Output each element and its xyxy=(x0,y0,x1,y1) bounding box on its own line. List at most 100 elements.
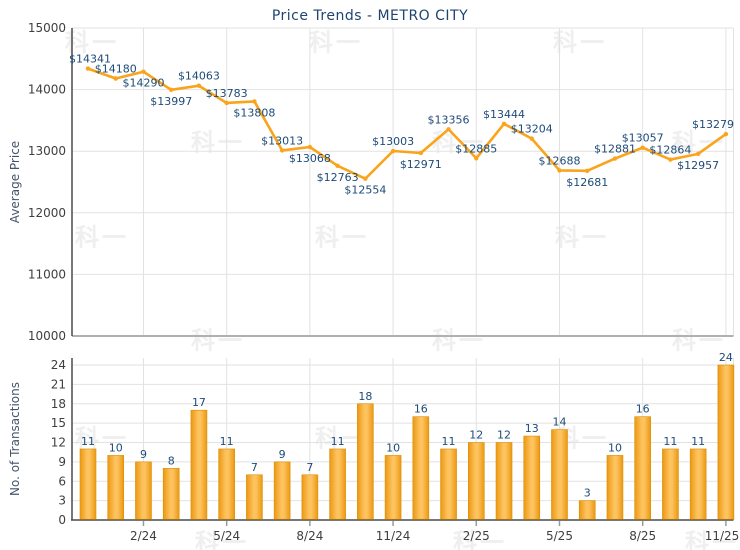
price-point xyxy=(141,69,146,74)
price-point-label: $12763 xyxy=(317,171,359,184)
price-point-label: $13356 xyxy=(428,113,470,126)
price-point xyxy=(85,66,91,71)
bar-value-label: 7 xyxy=(306,461,313,474)
bar-value-label: 10 xyxy=(386,441,400,454)
transaction-bar xyxy=(329,448,346,520)
x-tick-label: 2/24 xyxy=(130,529,157,543)
price-point-label: $13013 xyxy=(261,134,303,147)
price-point-label: $12554 xyxy=(344,184,386,197)
price-y-tick-label: 11000 xyxy=(28,267,66,281)
price-y-tick-label: 15000 xyxy=(28,21,66,35)
x-tick-label: 8/24 xyxy=(296,529,323,543)
price-point xyxy=(390,148,396,154)
price-point-label: $14290 xyxy=(122,77,164,90)
price-point-label: $12957 xyxy=(677,159,719,172)
transaction-bar xyxy=(523,435,541,520)
price-point-label: $12864 xyxy=(649,144,691,157)
price-point xyxy=(224,100,229,106)
price-point-label: $13997 xyxy=(150,95,192,108)
transaction-bar xyxy=(662,448,679,520)
bar-value-label: 11 xyxy=(81,435,95,448)
transaction-bar xyxy=(107,455,125,520)
transaction-bar xyxy=(273,461,291,520)
price-point-label: $13783 xyxy=(206,87,248,100)
transaction-bar xyxy=(495,442,513,520)
bar-value-label: 24 xyxy=(719,351,733,364)
chart-title: Price Trends - METRO CITY xyxy=(271,8,469,24)
price-point-label: $12681 xyxy=(566,176,608,189)
price-point xyxy=(169,87,174,92)
price-point xyxy=(474,156,479,161)
x-tick-label: 5/25 xyxy=(546,529,573,543)
price-point-label: $14063 xyxy=(178,70,220,83)
bar-value-label: 18 xyxy=(358,390,372,403)
x-tick-label: 5/24 xyxy=(213,529,240,543)
price-point xyxy=(335,163,340,168)
bar-value-label: 10 xyxy=(109,441,123,454)
transaction-bar xyxy=(135,461,152,520)
price-point-label: $13444 xyxy=(483,108,525,121)
txn-y-tick-label: 15 xyxy=(51,416,66,430)
bar-value-label: 11 xyxy=(220,435,234,448)
bar-value-label: 8 xyxy=(168,454,175,467)
price-point-label: $14180 xyxy=(95,63,137,76)
transaction-bar xyxy=(440,448,457,520)
price-point-label: $13204 xyxy=(511,123,553,136)
price-point-label: $13057 xyxy=(622,132,664,145)
price-point xyxy=(557,168,562,173)
price-point-label: $13279 xyxy=(692,118,734,131)
transaction-bar xyxy=(412,416,430,520)
bar-value-label: 11 xyxy=(691,435,705,448)
price-point-label: $12881 xyxy=(594,143,636,156)
bar-value-label: 7 xyxy=(251,461,258,474)
price-point xyxy=(695,151,701,157)
price-point xyxy=(363,176,368,181)
price-point-label: $12885 xyxy=(455,142,497,155)
txn-y-tick-label: 6 xyxy=(58,474,66,488)
price-point xyxy=(585,168,590,174)
transaction-bar xyxy=(301,474,319,520)
transaction-bar xyxy=(190,409,208,520)
bar-value-label: 12 xyxy=(497,429,511,442)
transaction-bar xyxy=(357,403,374,520)
transaction-bar xyxy=(634,416,651,520)
price-point xyxy=(279,148,285,153)
bar-value-label: 11 xyxy=(442,435,456,448)
price-point xyxy=(501,121,507,127)
transaction-bar xyxy=(79,448,97,520)
bar-value-label: 3 xyxy=(584,487,591,500)
x-tick-label: 11/24 xyxy=(376,529,411,543)
txn-y-tick-label: 0 xyxy=(58,513,66,527)
bar-value-label: 9 xyxy=(140,448,147,461)
x-tick-label: 2/25 xyxy=(463,529,490,543)
price-point xyxy=(668,157,673,162)
price-point xyxy=(612,156,618,161)
price-point xyxy=(640,145,645,150)
txn-y-tick-label: 24 xyxy=(51,358,66,372)
price-point xyxy=(307,144,313,150)
bar-value-label: 16 xyxy=(636,403,650,416)
txn-y-tick-label: 3 xyxy=(58,494,66,508)
txn-y-tick-label: 18 xyxy=(51,397,66,411)
bar-value-label: 11 xyxy=(331,435,345,448)
transaction-bar xyxy=(689,448,707,520)
transaction-bar xyxy=(467,442,485,520)
transaction-bar xyxy=(384,455,402,520)
price-y-tick-label: 12000 xyxy=(28,206,66,220)
transaction-bar xyxy=(246,474,263,520)
transaction-bar xyxy=(578,500,596,520)
transaction-bar xyxy=(717,364,735,520)
bar-value-label: 12 xyxy=(469,429,483,442)
bar-value-label: 10 xyxy=(608,441,622,454)
price-line xyxy=(86,67,728,180)
bar-value-label: 14 xyxy=(552,416,566,429)
price-point-label: $12688 xyxy=(538,154,580,167)
transaction-bar xyxy=(551,429,568,520)
price-point xyxy=(723,131,729,137)
price-point xyxy=(252,99,257,104)
txn-y-tick-label: 12 xyxy=(51,436,66,450)
price-point xyxy=(418,150,424,156)
transaction-bar xyxy=(606,455,624,520)
